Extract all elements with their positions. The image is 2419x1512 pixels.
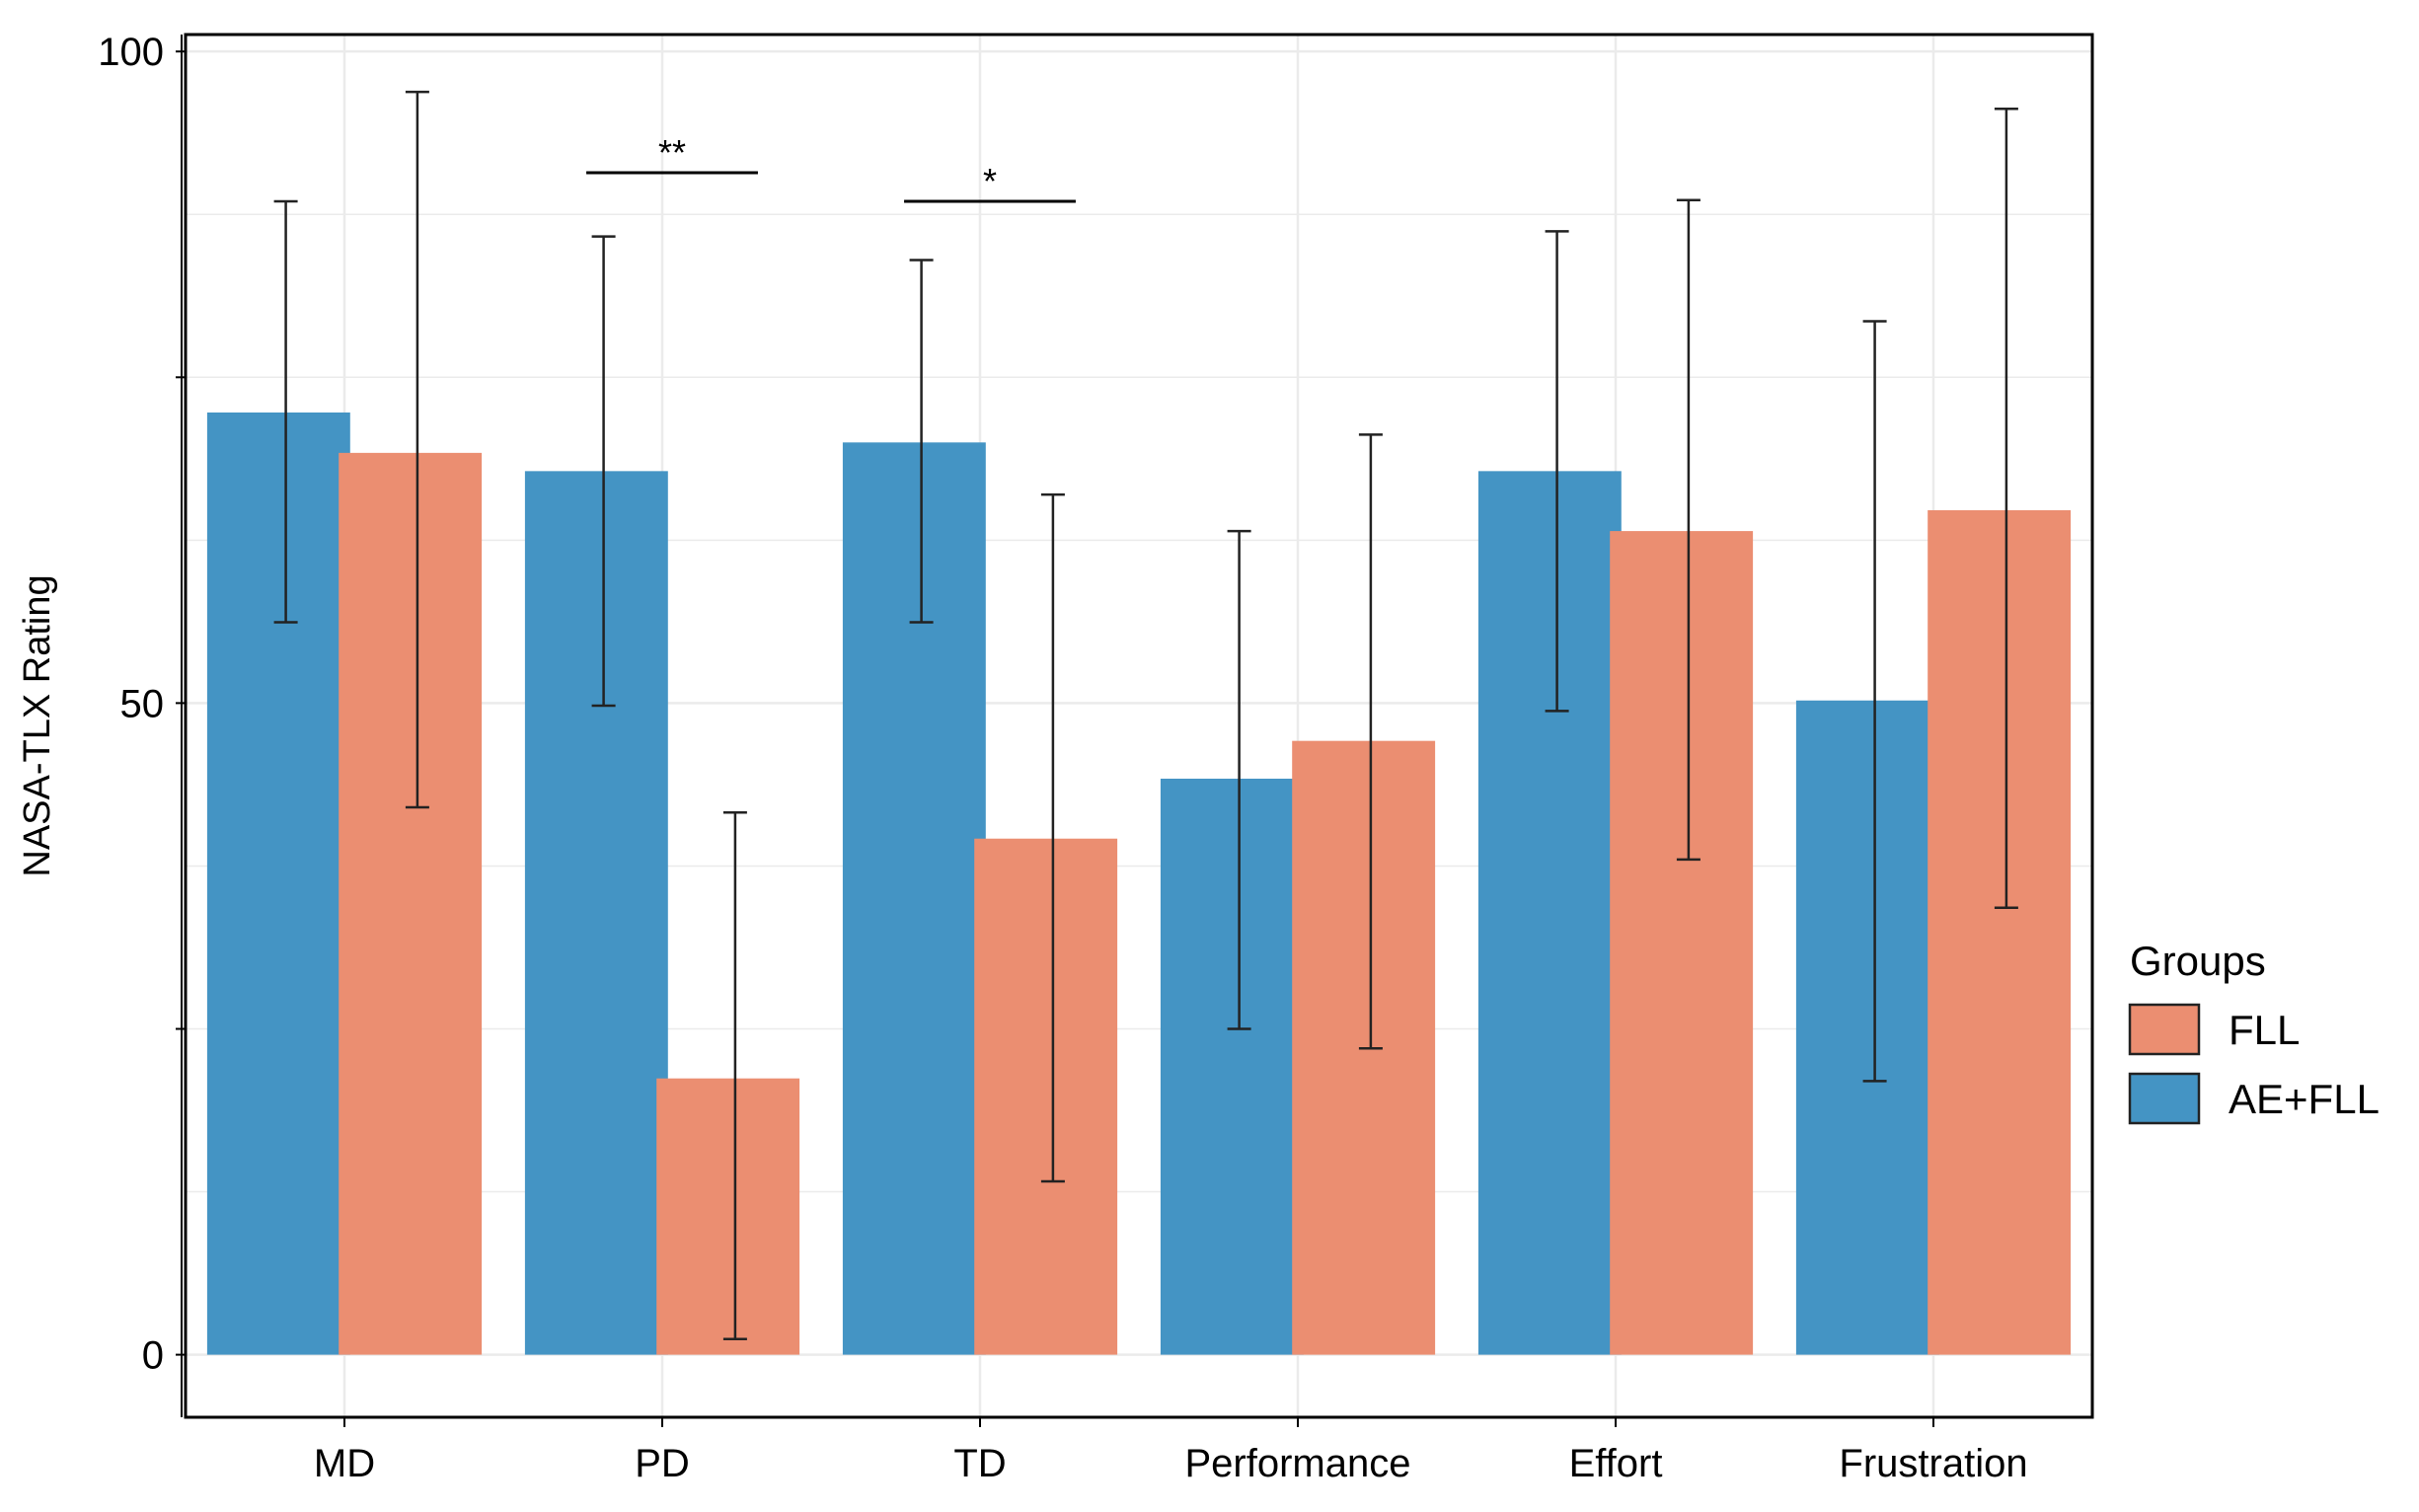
error-bar (1994, 108, 2018, 909)
error-bar (591, 235, 616, 708)
x-tick-label: Performance (1185, 1442, 1411, 1485)
legend-swatch (2128, 1003, 2201, 1056)
error-bar (273, 199, 298, 624)
x-tick-label: TD (953, 1442, 1006, 1485)
bar-ae-fll-md (206, 412, 350, 1355)
y-tick-label: 0 (142, 1334, 164, 1378)
bar-ae-fll-frustration (1795, 700, 1939, 1355)
legend: Groups FLL AE+FLL (2128, 938, 2380, 1125)
bar-fll-pd (656, 1078, 800, 1355)
significance-annotations: *** (586, 132, 1076, 203)
bar-fll-td (974, 838, 1118, 1355)
error-bar (722, 811, 747, 1341)
significance-label: ** (658, 132, 686, 173)
y-tick-label: 50 (120, 682, 165, 725)
x-tick-label: Frustration (1839, 1442, 2027, 1485)
error-bar (909, 259, 934, 624)
bars (206, 412, 2072, 1355)
legend-label: FLL (2229, 1007, 2300, 1053)
error-bar (405, 90, 429, 809)
plot-border (184, 33, 2094, 1419)
bar-ae-fll-effort (1477, 471, 1622, 1355)
error-bar (1862, 320, 1887, 1083)
legend-swatch (2128, 1072, 2201, 1125)
error-bars (273, 90, 2018, 1341)
x-tick-label: Effort (1569, 1442, 1663, 1485)
error-bar (1676, 198, 1701, 862)
significance-label: * (983, 161, 997, 201)
bar-ae-fll-td (842, 442, 986, 1355)
y-axis-title: NASA-TLX Rating (17, 574, 58, 876)
error-bar (1227, 529, 1251, 1030)
error-bar (1545, 230, 1569, 713)
y-tick-label: 100 (98, 31, 164, 74)
bar-fll-frustration (1928, 509, 2072, 1355)
error-bar (1040, 492, 1065, 1183)
error-bar (1358, 433, 1383, 1050)
axes: 0 50 100 MD PD TD Performance Effort Frustration (98, 31, 2027, 1485)
bar-fll-effort (1610, 531, 1754, 1355)
legend-label: AE+FLL (2229, 1076, 2380, 1122)
legend-title: Groups (2130, 938, 2266, 984)
x-tick-label: PD (635, 1442, 690, 1485)
x-tick-label: MD (314, 1442, 375, 1485)
bar-ae-fll-performance (1160, 778, 1304, 1355)
bar-ae-fll-pd (524, 471, 668, 1355)
bar-fll-md (339, 452, 483, 1355)
